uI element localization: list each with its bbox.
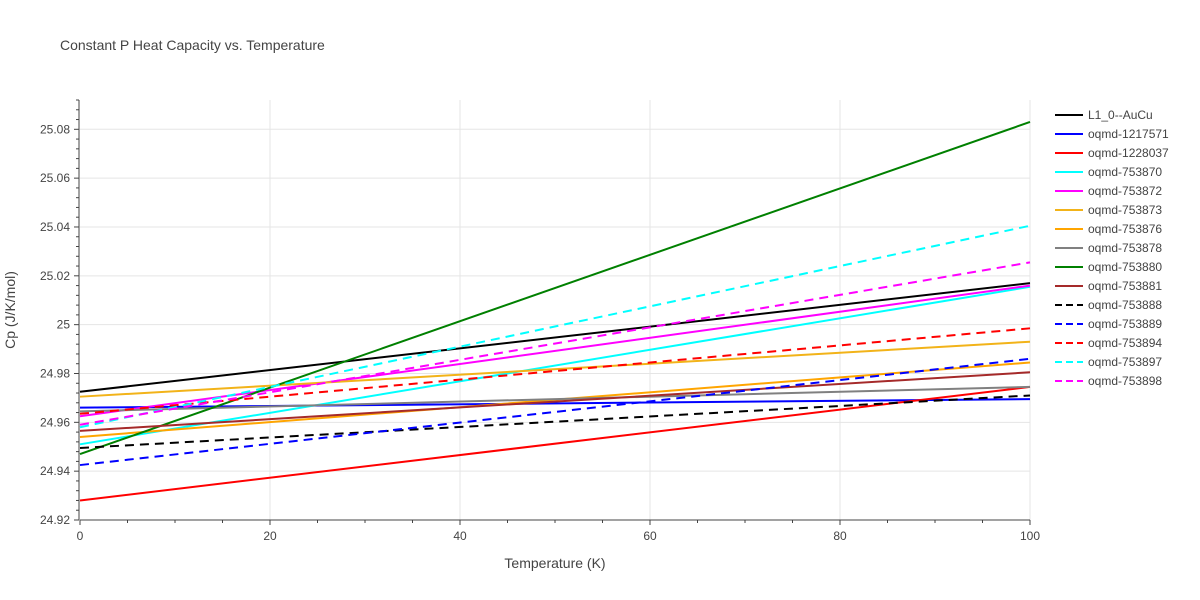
series-line-oqmd-1217571 bbox=[79, 398, 1031, 409]
legend-item[interactable]: oqmd-753880 bbox=[1055, 260, 1162, 274]
legend-item[interactable]: oqmd-753870 bbox=[1055, 165, 1162, 179]
y-tick-label: 25.02 bbox=[40, 269, 70, 283]
series-line-oqmd-753898 bbox=[79, 261, 1031, 426]
legend-label: oqmd-753888 bbox=[1088, 298, 1162, 312]
legend-label: oqmd-1217571 bbox=[1088, 127, 1169, 141]
legend-label: oqmd-753881 bbox=[1088, 279, 1162, 293]
legend-label: oqmd-753897 bbox=[1088, 355, 1162, 369]
legend-item[interactable]: oqmd-753888 bbox=[1055, 298, 1162, 312]
series-layer bbox=[79, 121, 1031, 502]
series-line-oqmd-753894 bbox=[79, 327, 1031, 415]
legend-item[interactable]: oqmd-753881 bbox=[1055, 279, 1162, 293]
legend-label: L1_0--AuCu bbox=[1088, 108, 1153, 122]
series-line-oqmd-753870 bbox=[79, 285, 1031, 446]
legend-label: oqmd-753872 bbox=[1088, 184, 1162, 198]
y-tick-label: 24.94 bbox=[40, 464, 70, 478]
legend-label: oqmd-1228037 bbox=[1088, 146, 1169, 160]
y-tick-label: 25.04 bbox=[40, 220, 70, 234]
x-tick-label: 20 bbox=[263, 529, 277, 543]
legend-item[interactable]: oqmd-753872 bbox=[1055, 184, 1162, 198]
x-tick-label: 40 bbox=[453, 529, 467, 543]
series-line-oqmd-753880 bbox=[79, 121, 1031, 456]
legend[interactable]: L1_0--AuCu oqmd-1217571 oqmd-1228037 oqmd-7… bbox=[1055, 108, 1169, 388]
x-tick-label: 100 bbox=[1020, 529, 1040, 543]
legend-label: oqmd-753873 bbox=[1088, 203, 1162, 217]
legend-item[interactable]: oqmd-753897 bbox=[1055, 355, 1162, 369]
legend-label: oqmd-753898 bbox=[1088, 374, 1162, 388]
y-tick-label: 24.98 bbox=[40, 366, 70, 380]
legend-label: oqmd-753870 bbox=[1088, 165, 1162, 179]
series-line-oqmd-753897 bbox=[79, 224, 1031, 429]
x-tick-label: 80 bbox=[833, 529, 847, 543]
series-line-oqmd-753873 bbox=[79, 340, 1031, 398]
legend-label: oqmd-753876 bbox=[1088, 222, 1162, 236]
axis-layer: 0 20 40 60 80 100 24.92 24.94 24.96 24.98 25 25.02 2… bbox=[40, 99, 1040, 543]
y-tick-label: 25.06 bbox=[40, 171, 70, 185]
legend-item[interactable]: oqmd-753878 bbox=[1055, 241, 1162, 255]
series-line-L1_0--AuCu bbox=[79, 282, 1031, 393]
legend-item[interactable]: oqmd-1217571 bbox=[1055, 127, 1169, 141]
series-line-oqmd-753881 bbox=[79, 371, 1031, 432]
x-tick-label: 60 bbox=[643, 529, 657, 543]
y-tick-label: 24.96 bbox=[40, 415, 70, 429]
x-axis-title: Temperature (K) bbox=[504, 555, 605, 571]
y-tick-label: 25.08 bbox=[40, 122, 70, 136]
series-line-oqmd-753888 bbox=[79, 394, 1031, 449]
legend-item[interactable]: oqmd-753898 bbox=[1055, 374, 1162, 388]
legend-item[interactable]: oqmd-753894 bbox=[1055, 336, 1162, 350]
legend-item[interactable]: oqmd-753876 bbox=[1055, 222, 1162, 236]
legend-label: oqmd-753894 bbox=[1088, 336, 1162, 350]
y-tick-label: 24.92 bbox=[40, 513, 70, 527]
chart-title: Constant P Heat Capacity vs. Temperature bbox=[60, 37, 325, 53]
legend-label: oqmd-753878 bbox=[1088, 241, 1162, 255]
y-axis-title: Cp (J/K/mol) bbox=[2, 271, 18, 349]
y-tick-label: 25 bbox=[57, 318, 71, 332]
series-line-oqmd-753878 bbox=[79, 385, 1031, 413]
series-line-oqmd-753872 bbox=[79, 284, 1031, 418]
legend-item[interactable]: L1_0--AuCu bbox=[1055, 108, 1153, 122]
legend-item[interactable]: oqmd-753889 bbox=[1055, 317, 1162, 331]
legend-label: oqmd-753889 bbox=[1088, 317, 1162, 331]
legend-item[interactable]: oqmd-1228037 bbox=[1055, 146, 1169, 160]
legend-label: oqmd-753880 bbox=[1088, 260, 1162, 274]
series-line-oqmd-753889 bbox=[79, 357, 1031, 467]
series-line-oqmd-1228037 bbox=[79, 385, 1031, 502]
x-tick-label: 0 bbox=[77, 529, 84, 543]
legend-item[interactable]: oqmd-753873 bbox=[1055, 203, 1162, 217]
